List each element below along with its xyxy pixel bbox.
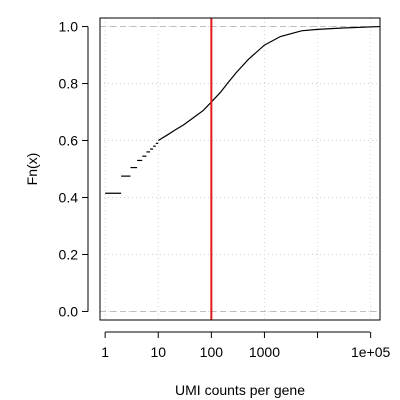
y-axis-label: Fn(x) xyxy=(24,153,40,186)
y-axis: 0.0 0.2 0.4 0.6 0.8 1.0 xyxy=(59,19,89,319)
ecdf-series xyxy=(105,25,381,194)
ecdf-curve xyxy=(157,25,381,142)
x-tick-label-3: 1000 xyxy=(249,344,280,360)
y-tick-label-5: 1.0 xyxy=(59,19,79,35)
y-tick-label-0: 0.0 xyxy=(59,303,79,319)
x-tick-label-2: 100 xyxy=(200,344,224,360)
x-tick-label-0: 1 xyxy=(101,344,109,360)
x-axis-label: UMI counts per gene xyxy=(175,382,305,398)
x-tick-label-5: 1e+05 xyxy=(351,344,391,360)
grid-lines xyxy=(100,18,380,320)
y-tick-label-3: 0.6 xyxy=(59,133,79,149)
x-tick-label-1: 10 xyxy=(150,344,166,360)
x-axis: 1 10 100 1000 1e+05 xyxy=(101,331,391,360)
plot-frame xyxy=(99,17,381,321)
y-tick-label-1: 0.2 xyxy=(59,246,79,262)
y-tick-label-4: 0.8 xyxy=(59,76,79,92)
reference-lines xyxy=(100,26,380,312)
y-tick-label-2: 0.4 xyxy=(59,189,79,205)
